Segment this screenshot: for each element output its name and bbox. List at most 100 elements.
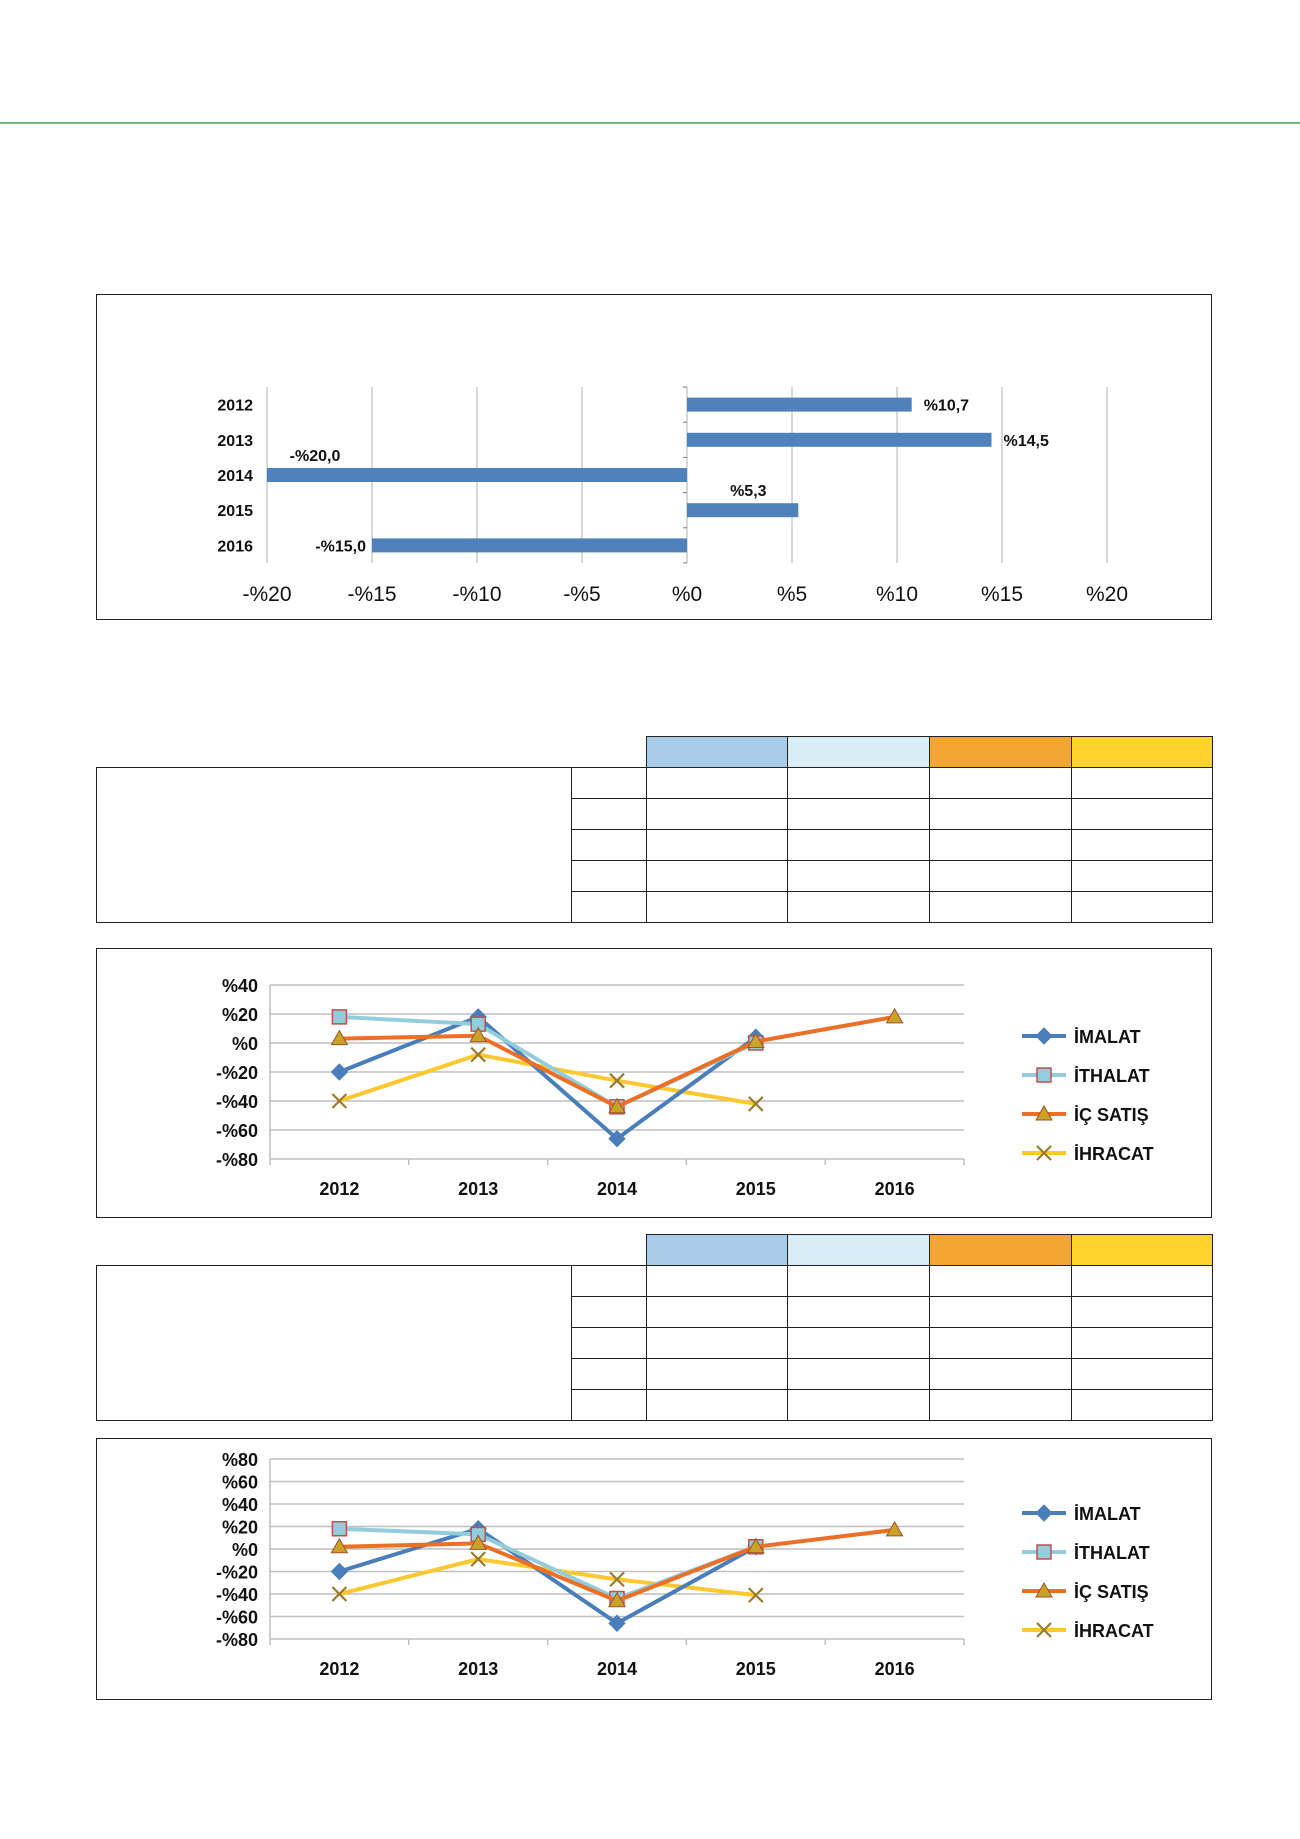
header-swatch-4 [1071, 736, 1213, 768]
legend-entry: İÇ SATIŞ [1022, 1581, 1149, 1602]
x-tick-label: %10 [876, 583, 918, 606]
legend-entry: İHRACAT [1022, 1621, 1154, 1641]
table-row [97, 891, 1213, 923]
table-label-cell [96, 767, 572, 923]
y-tick-label: %20 [222, 1518, 258, 1538]
data-label: -%15,0 [315, 538, 366, 555]
line-chart-1: -%80 -%60 -%40 -%20 %0 %20 %40 2012 2013 2014 2015… [216, 976, 1154, 1199]
legend-entry: İMALAT [1022, 1504, 1141, 1524]
data-point [469, 1026, 488, 1043]
table-label-cell [96, 1265, 572, 1421]
y-tick-label: 2013 [217, 433, 253, 450]
x-tick-label: %15 [981, 583, 1023, 606]
table-row [96, 767, 1213, 923]
legend-entry: İÇ SATIŞ [1022, 1104, 1149, 1125]
series-line [339, 1527, 895, 1603]
data-label: %14,5 [1004, 433, 1049, 450]
data-point [470, 1046, 486, 1063]
x-tick-label: -%10 [452, 583, 501, 606]
y-tick-label: -%40 [216, 1585, 258, 1605]
data-point [608, 1614, 626, 1632]
legend-marker [1035, 1581, 1053, 1598]
y-tick-label: 2016 [217, 538, 253, 555]
data-point [331, 1093, 348, 1109]
y-tick-label: %60 [222, 1473, 258, 1493]
y-tick-label: 2015 [217, 503, 253, 520]
legend-entry: İTHALAT [1022, 1543, 1150, 1563]
table-row [97, 860, 1213, 892]
legend-marker [1035, 1504, 1053, 1522]
series-1 [330, 1008, 765, 1148]
x-tick-label: 2013 [458, 1659, 498, 1679]
table-row [97, 1389, 1213, 1421]
series-line [338, 1014, 757, 1141]
table-header-row [97, 1234, 1213, 1266]
legend-marker [1036, 1622, 1052, 1638]
legend-entry: İTHALAT [1022, 1066, 1150, 1086]
y-tick-label: -%80 [216, 1150, 258, 1170]
bar [687, 503, 799, 518]
data-label: %10,7 [924, 398, 969, 415]
data-table-1 [96, 736, 1213, 923]
bar-chart: -%20 -%15 -%10 -%5 %0 %5 %10 %15 %20 2012 %10,7 201… [217, 386, 1128, 606]
data-point [746, 1032, 765, 1049]
legend-label: İTHALAT [1074, 1543, 1150, 1563]
line-chart-panel-1: -%80 -%60 -%40 -%20 %0 %20 %40 2012 2013 2014 2015… [96, 948, 1212, 1218]
data-point [608, 1129, 626, 1148]
data-point [331, 1586, 348, 1602]
top-green-rule [0, 122, 1300, 124]
legend-label: İÇ SATIŞ [1074, 1105, 1149, 1125]
data-point [608, 1591, 626, 1608]
x-tick-label: 2012 [319, 1179, 359, 1199]
y-tick-label: 2012 [217, 398, 253, 415]
series-3 [330, 1007, 904, 1114]
header-swatch-1 [646, 1234, 788, 1266]
legend-marker [1036, 1067, 1052, 1083]
header-swatch-2 [787, 736, 930, 768]
x-tick-label: %0 [672, 583, 702, 606]
legend-marker [1036, 1145, 1052, 1161]
header-swatch-4 [1071, 1234, 1213, 1266]
table-row [96, 1265, 1213, 1421]
y-tick-label: -%60 [216, 1608, 258, 1628]
y-tick-label: -%60 [216, 1121, 258, 1141]
data-point [609, 1571, 625, 1588]
legend-entry: İMALAT [1022, 1027, 1141, 1047]
data-point [330, 1029, 349, 1046]
header-swatch-2 [787, 1234, 930, 1266]
bar [687, 397, 912, 412]
series-line [338, 1526, 757, 1626]
data-point [470, 1551, 486, 1567]
x-tick-label: 2012 [319, 1659, 359, 1679]
x-tick-label: -%20 [242, 583, 291, 606]
series-2 [331, 1009, 764, 1115]
y-tick-label: %0 [232, 1540, 258, 1560]
legend-marker [1036, 1544, 1052, 1560]
data-point [885, 1520, 904, 1537]
bar [372, 538, 687, 553]
y-tick-label: -%80 [216, 1630, 258, 1650]
legend-label: İTHALAT [1074, 1066, 1150, 1086]
header-swatch-3 [929, 1234, 1072, 1266]
legend-label: İHRACAT [1074, 1144, 1154, 1164]
y-tick-label: %80 [222, 1450, 258, 1470]
legend-marker [1035, 1104, 1053, 1121]
y-tick-label: -%20 [216, 1563, 258, 1583]
y-tick-label: %0 [232, 1034, 258, 1054]
data-point [885, 1007, 904, 1024]
header-swatch-1 [646, 736, 788, 768]
data-point [330, 1063, 349, 1081]
series-3 [330, 1520, 904, 1608]
line-chart-panel-2: -%80 -%60 -%40 -%20 %0 %20 %40 %60 %80 2012 2013 20… [96, 1438, 1212, 1700]
data-point [748, 1587, 764, 1603]
legend-label: İMALAT [1074, 1504, 1141, 1524]
x-tick-label: 2015 [736, 1659, 776, 1679]
x-tick-label: 2014 [597, 1659, 637, 1679]
y-tick-label: -%20 [216, 1063, 258, 1083]
x-tick-label: 2016 [875, 1659, 915, 1679]
x-tick-label: %20 [1086, 583, 1128, 606]
table-row [97, 1296, 1213, 1328]
legend-label: İMALAT [1074, 1027, 1141, 1047]
line-chart-2: -%80-%60 -%40-%20 %0%20 %40%60 %80 2012 2013 20… [216, 1450, 1154, 1679]
x-tick-label: 2014 [597, 1179, 637, 1199]
